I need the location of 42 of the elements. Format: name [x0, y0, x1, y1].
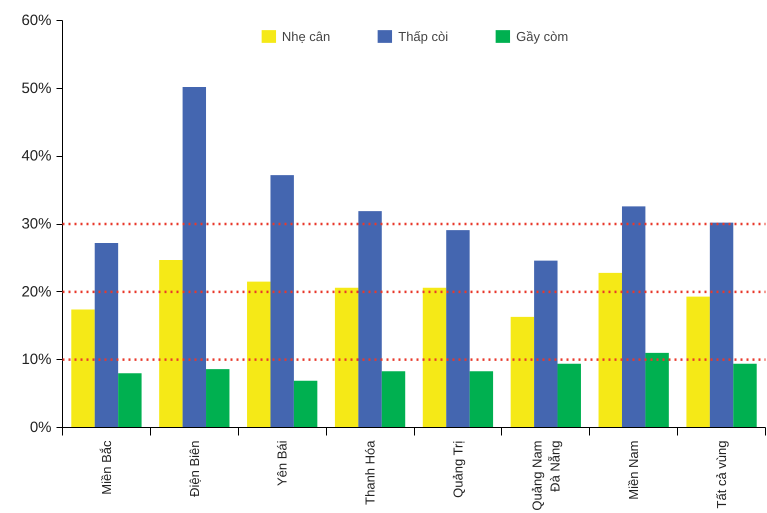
x-tick-label: Tất cả vùng	[714, 440, 730, 508]
y-tick-label: 0%	[30, 419, 52, 436]
x-tick-label: Miền Nam	[626, 440, 642, 500]
bar	[558, 364, 581, 428]
bar	[182, 86, 206, 428]
bar	[294, 380, 318, 428]
legend-label: Gầy còm	[516, 28, 568, 44]
bar	[645, 352, 669, 428]
y-tick-label: 30%	[21, 216, 52, 232]
legend-label: Nhẹ cân	[282, 28, 330, 44]
x-tick-label: Điện Biên	[186, 440, 202, 497]
bar	[470, 371, 494, 428]
x-tick-label: Yên Bái	[274, 440, 290, 486]
bar	[94, 242, 118, 428]
bar	[686, 296, 710, 428]
bar	[710, 222, 734, 428]
x-tick-label: Miền Bắc	[98, 440, 114, 495]
bar	[358, 211, 382, 428]
y-tick-label: 40%	[21, 148, 52, 165]
bar	[334, 288, 358, 428]
bar	[118, 373, 142, 428]
x-tick-label: Thanh Hóa	[362, 440, 378, 505]
bar	[270, 175, 294, 428]
bar	[206, 369, 230, 428]
bar	[446, 230, 470, 428]
bar	[382, 371, 406, 428]
y-tick-label: 60%	[21, 12, 52, 29]
x-tick-label: Quảng Trị	[450, 440, 466, 498]
bar	[247, 282, 270, 428]
bar	[598, 272, 622, 428]
bar	[510, 316, 534, 428]
legend-label: Thấp còi	[398, 28, 448, 44]
y-tick-label: 50%	[21, 80, 52, 97]
y-tick-label: 10%	[21, 351, 52, 368]
x-tick-label: Quảng Nam Đà Nẵng	[529, 440, 562, 511]
bar	[733, 364, 757, 428]
bar	[71, 309, 95, 428]
bar	[422, 288, 446, 428]
bar	[534, 260, 558, 428]
bar	[159, 260, 183, 428]
y-tick-label: 20%	[21, 283, 52, 300]
bar	[622, 206, 646, 428]
